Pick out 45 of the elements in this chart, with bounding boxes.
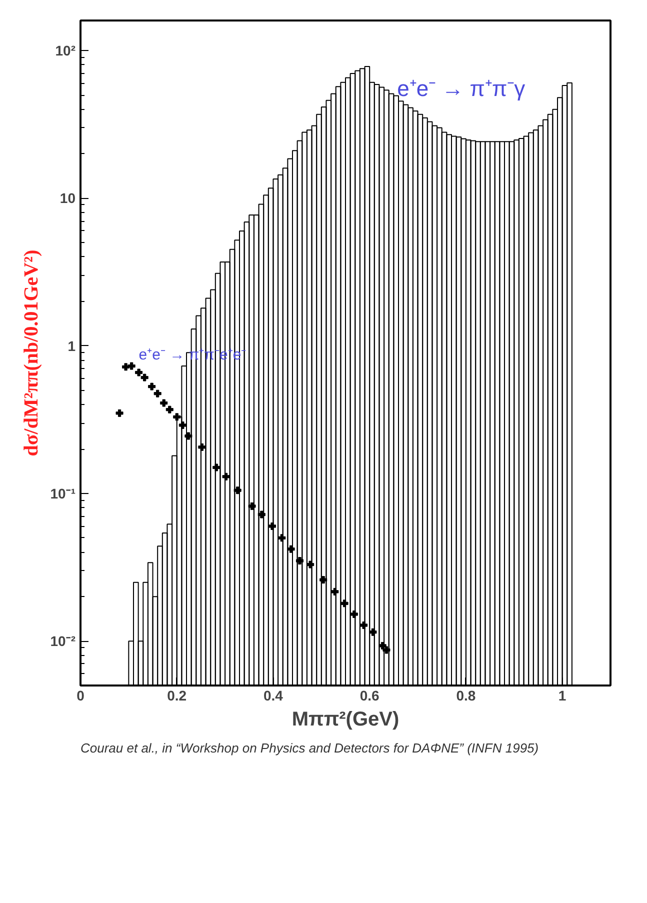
point — [369, 628, 377, 636]
x-tick-label: 0.6 — [360, 688, 380, 704]
x-tick-label: 0 — [76, 688, 85, 704]
x-tick-label: 0.4 — [263, 688, 284, 704]
y-axis-title: dσ/dM²ππ(nb/0.01GeV²) — [20, 250, 42, 456]
point — [278, 534, 286, 542]
x-tick-label: 0.2 — [167, 688, 187, 704]
point — [382, 646, 390, 654]
point — [248, 502, 256, 510]
point — [268, 522, 276, 530]
point — [198, 443, 206, 451]
point — [287, 545, 295, 553]
point — [148, 382, 156, 390]
y-tick-label: 10² — [55, 42, 76, 59]
point — [331, 588, 339, 596]
point — [296, 557, 304, 565]
point — [178, 421, 186, 429]
point — [160, 399, 168, 407]
point — [184, 432, 192, 440]
point — [166, 406, 174, 414]
point — [340, 600, 348, 608]
point — [173, 413, 181, 421]
point — [222, 472, 230, 480]
point — [306, 560, 314, 568]
y-tick-label: 1 — [68, 338, 76, 354]
x-axis-title: Mππ²(GeV) — [292, 708, 400, 730]
point — [212, 464, 220, 472]
point — [154, 390, 162, 398]
point — [128, 362, 136, 370]
x-tick-label: 0.8 — [456, 688, 476, 704]
point — [360, 621, 368, 629]
point — [378, 642, 386, 650]
y-tick-label: 10⁻² — [50, 633, 76, 650]
point — [135, 368, 143, 376]
series-label: e⁺e⁻ → π⁺π⁻γ — [397, 76, 526, 102]
point — [320, 576, 328, 584]
point — [234, 486, 242, 494]
point — [258, 510, 266, 518]
y-tick-label: 10 — [60, 190, 76, 206]
point — [140, 374, 148, 382]
point — [116, 409, 124, 417]
point — [350, 610, 358, 618]
text: Courau et al., in “Workshop on Physics and Detectors for DAΦNE” (INFN 1995) — [80, 740, 539, 756]
x-tick-label: 1 — [558, 688, 566, 704]
y-tick-label: 10⁻¹ — [50, 485, 76, 502]
